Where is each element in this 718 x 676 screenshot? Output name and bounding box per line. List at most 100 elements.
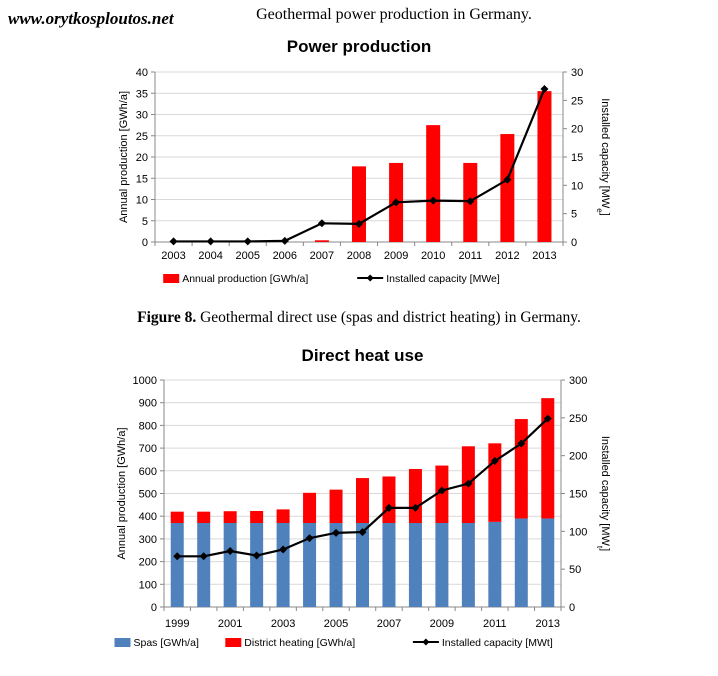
data-point xyxy=(543,414,552,423)
data-point xyxy=(466,197,475,206)
x-tick-label: 2007 xyxy=(310,250,334,262)
y-axis-label: Annual production [GWh/a] xyxy=(118,91,130,223)
bar xyxy=(461,523,475,607)
legend-marker xyxy=(366,274,374,282)
y2-tick-label: 150 xyxy=(569,489,587,501)
y-tick-label: 30 xyxy=(136,110,148,122)
bar xyxy=(514,518,528,607)
y2-tick-label: 200 xyxy=(569,451,587,463)
y-tick-label: 20 xyxy=(136,152,148,164)
bar xyxy=(223,511,237,524)
x-tick-label: 2009 xyxy=(384,250,408,262)
legend-label: Installed capacity [MWt] xyxy=(442,637,553,649)
y2-tick-label: 20 xyxy=(571,124,583,136)
y-tick-label: 500 xyxy=(139,489,157,501)
bar xyxy=(382,476,396,524)
data-point xyxy=(332,528,341,537)
x-tick-label: 2003 xyxy=(271,618,295,630)
y-tick-label: 10 xyxy=(136,195,148,207)
y-tick-label: 300 xyxy=(139,534,157,546)
bar xyxy=(352,166,366,242)
x-tick-label: 2011 xyxy=(458,250,482,262)
bar xyxy=(356,523,369,607)
y-tick-label: 700 xyxy=(139,443,157,455)
bar xyxy=(250,510,264,524)
y2-tick-label: 300 xyxy=(569,375,587,387)
chart-title: Direct heat use xyxy=(302,346,424,365)
bar xyxy=(426,125,441,242)
y-tick-label: 0 xyxy=(151,602,157,614)
y-tick-label: 0 xyxy=(142,237,148,249)
legend-label: District heating [GWh/a] xyxy=(244,637,355,649)
data-point xyxy=(305,534,314,543)
legend-label: Annual production [GWh/a] xyxy=(182,273,308,285)
y-tick-label: 200 xyxy=(139,557,157,569)
legend-swatch xyxy=(225,638,242,647)
y-tick-label: 15 xyxy=(136,173,148,185)
legend-marker xyxy=(422,638,430,646)
y2-tick-label: 0 xyxy=(571,237,577,249)
bar xyxy=(170,523,184,607)
bar xyxy=(382,523,396,607)
chart-title: Power production xyxy=(287,37,432,56)
x-tick-label: 2003 xyxy=(161,250,185,262)
data-point xyxy=(517,439,526,448)
x-tick-label: 2013 xyxy=(532,250,556,262)
data-point xyxy=(392,198,401,207)
data-point xyxy=(464,479,473,488)
watermark: www.orytkosploutos.net xyxy=(8,9,174,28)
legend-label: Installed capacity [MWe] xyxy=(386,273,500,285)
y2-tick-label: 0 xyxy=(569,602,575,614)
figure-caption-text: Geothermal direct use (spas and district… xyxy=(196,309,581,326)
legend-swatch xyxy=(163,274,180,283)
y-tick-label: 400 xyxy=(139,511,157,523)
y-tick-label: 35 xyxy=(136,88,148,100)
bar xyxy=(276,509,290,524)
x-tick-label: 2001 xyxy=(218,618,242,630)
data-point xyxy=(540,85,549,93)
bar xyxy=(514,419,528,519)
caption-figure-8: Figure 8. Geothermal direct use (spas an… xyxy=(0,309,718,327)
bar xyxy=(488,521,502,607)
x-tick-label: 2013 xyxy=(536,618,560,630)
data-point xyxy=(226,547,235,556)
bar xyxy=(303,523,317,607)
data-point xyxy=(503,175,512,184)
data-point xyxy=(206,237,215,246)
bar xyxy=(408,523,422,607)
data-point xyxy=(173,552,182,561)
bar xyxy=(223,523,237,607)
y2-axis-label: Installed capacity [MWe] xyxy=(596,98,612,216)
x-tick-label: 2010 xyxy=(421,250,445,262)
caption-top: Geothermal power production in Germany. xyxy=(256,6,532,23)
x-tick-label: 2005 xyxy=(324,618,348,630)
legend-label: Spas [GWh/a] xyxy=(134,637,199,649)
bar xyxy=(488,443,502,522)
data-point xyxy=(437,486,446,495)
y2-tick-label: 250 xyxy=(569,413,587,425)
y2-tick-label: 30 xyxy=(571,67,583,79)
bar xyxy=(303,492,317,524)
y2-axis-label: Installed capacity [MWt] xyxy=(596,436,612,551)
y-tick-label: 5 xyxy=(142,216,148,228)
y-tick-label: 600 xyxy=(139,466,157,478)
bar xyxy=(197,511,211,524)
bar xyxy=(329,523,343,607)
x-tick-label: 2006 xyxy=(273,250,297,262)
data-point xyxy=(384,503,393,512)
bar xyxy=(537,91,552,242)
bar xyxy=(170,511,184,524)
y-tick-label: 100 xyxy=(139,579,157,591)
y-tick-label: 900 xyxy=(139,398,157,410)
y2-tick-label: 50 xyxy=(569,564,581,576)
data-point xyxy=(429,196,438,205)
x-tick-label: 2009 xyxy=(430,618,454,630)
x-tick-label: 2012 xyxy=(495,250,519,262)
x-tick-label: 2008 xyxy=(347,250,371,262)
y-tick-label: 1000 xyxy=(133,375,157,387)
data-point xyxy=(252,551,261,560)
data-point xyxy=(199,552,208,561)
x-tick-label: 2007 xyxy=(377,618,401,630)
data-point xyxy=(358,528,367,537)
